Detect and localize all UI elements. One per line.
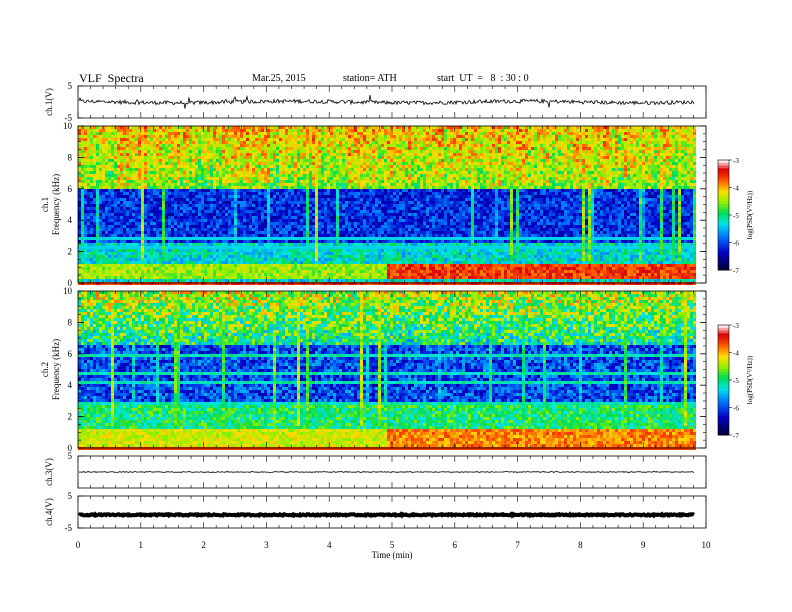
x-axis: 0 1 2 3 4 5 6 7 8 9 10 Time (min) [76, 540, 711, 560]
ch1-spectrogram-ytick-label: 4 [68, 215, 73, 225]
start-time-label: start UT = 8 : 30 : 0 [437, 73, 529, 84]
ch1-spectrogram-colorbar-tick-label: -5 [733, 212, 739, 220]
ch2-spectrogram-ytick-label: 10 [63, 286, 73, 296]
ch2-spectrogram-ytick-label: 8 [68, 317, 73, 327]
x-tick-label: 3 [264, 540, 269, 550]
ch1-waveform-trace [78, 95, 695, 109]
ch1-spectrogram-ytick-label: 2 [68, 247, 73, 257]
ch2-spectrogram: 0 2 4 6 8 10 ch.2 Frequency (kHz) [40, 286, 707, 453]
x-tick-label: 0 [76, 540, 81, 550]
ch2-spectrogram-colorbar-tick-label: -5 [733, 377, 739, 385]
ch1-spectrogram-colorbar-tick-label: -7 [733, 267, 739, 275]
ch1-spectrogram-ytick-label: 6 [68, 184, 73, 194]
ch2-spectrogram-xticks [77, 291, 707, 448]
x-tick-label: 7 [515, 540, 520, 550]
ch2-spectrogram-colorbar-tick-label: -4 [733, 350, 739, 358]
ch4-waveform-ytick-label: -5 [65, 523, 73, 533]
x-tick-label: 4 [327, 540, 332, 550]
ch2-spectrogram-colorbar: -3 -4 -5 -6 -7 log(PSD(V²/Hz)) [717, 322, 754, 440]
ch4-waveform: 5 -5 ch.4(V) [44, 491, 707, 533]
ch2-spectrogram-ytick-label: 2 [68, 412, 73, 422]
ch3-waveform-ylabel: ch.3(V) [44, 458, 54, 486]
ch3-waveform-xticks [77, 456, 707, 488]
date-label: Mar.25, 2015 [252, 73, 306, 84]
ch1-spectrogram-xticks [77, 126, 707, 283]
ch3-waveform-trace [78, 470, 695, 474]
ch4-waveform-ylabel: ch.4(V) [44, 498, 54, 526]
ch2-spectrogram-colorbar-tick-label: -7 [733, 432, 739, 440]
station-label: station= ATH [343, 73, 397, 84]
ch4-waveform-xticks [77, 496, 707, 528]
ch4-waveform-trace [77, 511, 695, 519]
ch1-spectrogram: 0 2 4 6 8 10 ch.1 Frequency (kHz) [40, 121, 707, 288]
ch3-waveform-ytick-label: 5 [68, 451, 73, 461]
x-axis-label: Time (min) [372, 550, 413, 560]
ch1-spectrogram-ytick-label: 10 [63, 121, 73, 131]
ch1-spectrogram-colorbar: -3 -4 -5 -6 -7 log(PSD(V²/Hz)) [717, 157, 754, 275]
x-tick-label: 10 [702, 540, 712, 550]
ch2-spectrogram-frequency-label: Frequency (kHz) [51, 339, 61, 400]
ch1-spectrogram-colorbar-tick-label: -4 [733, 185, 739, 193]
ch2-spectrogram-colorbar-tick-label: -3 [733, 322, 739, 330]
x-tick-label: 8 [578, 540, 583, 550]
ch1-spectrogram-colorbar-label: log(PSD(V²/Hz)) [746, 190, 754, 239]
ch1-waveform-ylabel: ch.1(V) [44, 88, 54, 116]
ch1-waveform-ytick-label: -5 [65, 113, 73, 123]
ch1-spectrogram-ytick-label: 8 [68, 152, 73, 162]
x-tick-label: 1 [139, 540, 144, 550]
ch1-waveform-ytick-label: 5 [68, 81, 73, 91]
ch1-spectrogram-channel-label: ch.1 [40, 197, 50, 212]
ch4-waveform-ytick-label: 5 [68, 491, 73, 501]
ch1-spectrogram-ytick-label: 0 [68, 278, 73, 288]
ch1-waveform: 5 -5 ch.1(V) [44, 81, 707, 123]
ch1-spectrogram-colorbar-tick-label: -6 [733, 240, 739, 248]
x-tick-label: 6 [453, 540, 458, 550]
ch2-spectrogram-ytick-label: 4 [68, 380, 73, 390]
ch2-spectrogram-channel-label: ch.2 [40, 362, 50, 377]
ch1-waveform-xticks [77, 86, 707, 118]
ch3-waveform: 5 ch.3(V) [44, 451, 707, 489]
plot-title: VLF Spectra [79, 71, 144, 86]
x-tick-label: 5 [390, 540, 395, 550]
ch2-spectrogram-ytick-label: 0 [68, 443, 73, 453]
x-tick-label: 9 [641, 540, 646, 550]
ch2-spectrogram-ytick-label: 6 [68, 349, 73, 359]
ch1-spectrogram-colorbar-tick-label: -3 [733, 157, 739, 165]
ch1-spectrogram-frequency-label: Frequency (kHz) [51, 174, 61, 235]
x-tick-label: 2 [201, 540, 206, 550]
ch2-spectrogram-colorbar-tick-label: -6 [733, 405, 739, 413]
ch2-spectrogram-colorbar-label: log(PSD(V²/Hz)) [746, 355, 754, 404]
